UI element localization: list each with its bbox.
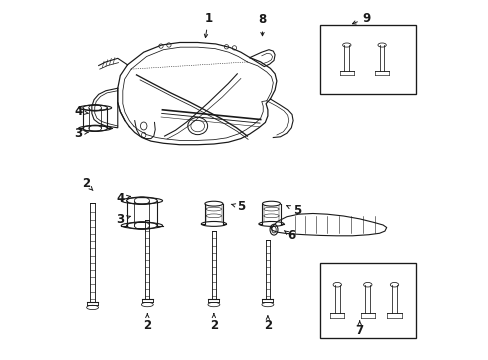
Text: 4: 4 [74, 105, 88, 118]
Text: 4: 4 [116, 192, 130, 204]
Text: 9: 9 [352, 12, 370, 24]
Text: 5: 5 [286, 204, 300, 217]
Bar [320, 25, 415, 94]
Text: 5: 5 [231, 201, 244, 213]
Text: 3: 3 [74, 127, 88, 140]
Text: 7: 7 [355, 321, 363, 337]
Text: 3: 3 [116, 213, 130, 226]
Text: 2: 2 [209, 314, 218, 332]
Text: 8: 8 [258, 13, 266, 36]
Text: 2: 2 [264, 316, 271, 332]
Text: 2: 2 [82, 177, 93, 190]
Text: 6: 6 [284, 229, 295, 242]
Text: 1: 1 [204, 12, 212, 37]
Text: 2: 2 [143, 314, 151, 332]
Bar [320, 263, 415, 338]
